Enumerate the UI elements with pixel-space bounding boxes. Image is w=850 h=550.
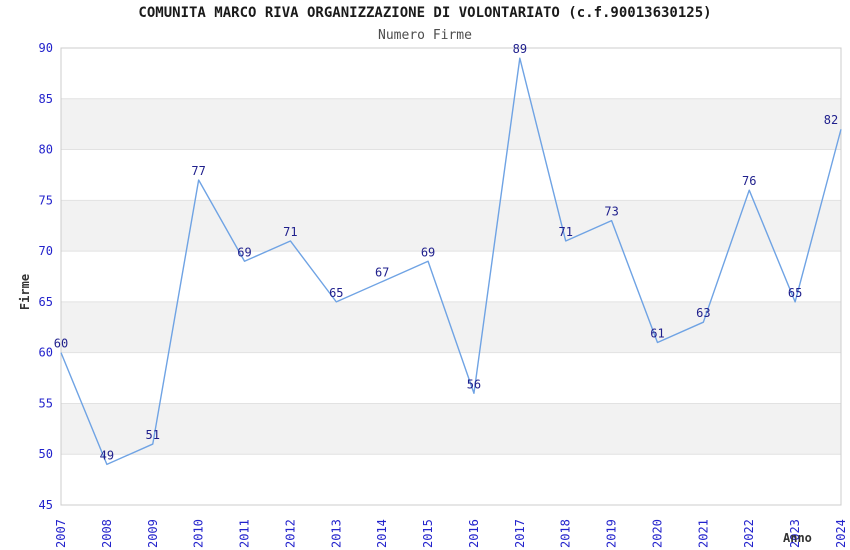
y-tick-label: 85: [39, 92, 53, 106]
x-tick-label: 2009: [146, 519, 160, 548]
y-tick-label: 50: [39, 447, 53, 461]
y-tick-label: 90: [39, 41, 53, 55]
data-series-line: [60, 57, 842, 466]
data-point-label: 65: [329, 286, 343, 300]
x-tick-label: 2008: [100, 519, 114, 548]
data-point-label: 69: [421, 245, 435, 259]
y-tick-label: 75: [39, 193, 53, 207]
data-point-label: 51: [146, 428, 160, 442]
data-point-label: 71: [558, 225, 572, 239]
data-point-label: 76: [742, 174, 756, 188]
x-tick-label: 2018: [559, 519, 573, 548]
x-tick-label: 2013: [329, 519, 343, 548]
x-tick-label: 2019: [605, 519, 619, 548]
chart-subtitle: Numero Firme: [378, 28, 472, 43]
x-tick-label: 2020: [650, 519, 664, 548]
x-tick-label: 2017: [513, 519, 527, 548]
data-point-label: 89: [513, 42, 527, 56]
plot-border: [60, 47, 842, 506]
data-point-label: 63: [696, 306, 710, 320]
data-point-label: 73: [604, 205, 618, 219]
data-point-label: 65: [788, 286, 802, 300]
x-tick-label: 2011: [238, 519, 252, 548]
data-point-label: 82: [824, 113, 838, 127]
y-tick-label: 65: [39, 295, 53, 309]
data-point-label: 49: [100, 448, 114, 462]
band: [61, 98, 841, 150]
data-point-label: 69: [237, 245, 251, 259]
x-tick-label: 2023: [788, 519, 802, 548]
x-axis-title: Anno: [783, 531, 812, 545]
band: [61, 403, 841, 455]
data-point-label: 67: [375, 266, 389, 280]
y-tick-label: 55: [39, 396, 53, 410]
x-tick-label: 2012: [283, 519, 297, 548]
x-tick-label: 2022: [742, 519, 756, 548]
band: [61, 200, 841, 252]
x-tick-label: 2007: [54, 519, 68, 548]
y-tick-label: 80: [39, 143, 53, 157]
data-point-label: 56: [467, 377, 481, 391]
x-tick-label: 2015: [421, 519, 435, 548]
chart-title: COMUNITA MARCO RIVA ORGANIZZAZIONE DI VO…: [138, 5, 712, 21]
data-point-label: 61: [650, 327, 664, 341]
x-tick-label: 2016: [467, 519, 481, 548]
data-point-label: 60: [54, 337, 68, 351]
data-point-label: 77: [191, 164, 205, 178]
x-tick-label: 2014: [375, 519, 389, 548]
data-point-label: 71: [283, 225, 297, 239]
y-tick-label: 45: [39, 498, 53, 512]
x-tick-label: 2024: [834, 519, 848, 548]
x-tick-label: 2010: [192, 519, 206, 548]
y-tick-label: 60: [39, 346, 53, 360]
x-tick-label: 2021: [696, 519, 710, 548]
y-tick-label: 70: [39, 244, 53, 258]
